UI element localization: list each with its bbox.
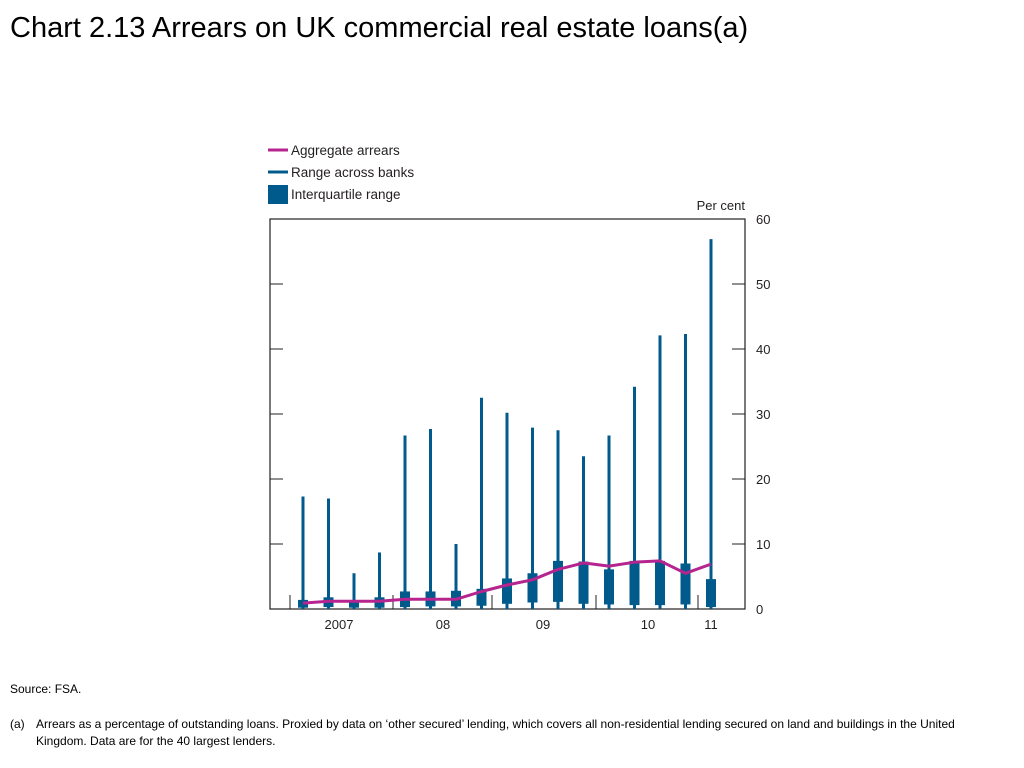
y-tick-label: 0 [756,602,763,617]
legend-range-label: Range across banks [291,165,414,180]
iqr-box [706,579,716,608]
unit-label: Per cent [697,198,746,213]
iqr-box [629,560,640,606]
x-tick-label: 09 [536,617,550,632]
footnote-marker: (a) [10,717,25,731]
iqr-box [553,560,563,602]
iqr-box [349,601,359,608]
y-tick-label: 10 [756,537,770,552]
iqr-box [502,578,512,604]
aggregate-arrears-line [302,559,712,605]
y-tick-label: 40 [756,342,770,357]
arrears-chart: Aggregate arrears Range across banks Int… [268,143,770,632]
y-tick-label: 30 [756,407,770,422]
iqr-box [578,561,589,604]
chart-legend: Aggregate arrears Range across banks Int… [268,143,414,204]
y-tick-label: 50 [756,277,770,292]
x-tick-label: 11 [704,617,718,632]
iqr-box [680,563,691,605]
iqr-box [476,588,487,606]
footnote-text: Arrears as a percentage of outstanding l… [36,717,955,748]
y-tick-label: 60 [756,212,770,227]
iqr-box [527,573,538,603]
slide-title: Chart 2.13 Arrears on UK commercial real… [10,12,749,44]
x-tick-label: 08 [436,617,450,632]
iqr-box [298,599,308,608]
iqr-box [655,560,665,606]
legend-iqr-swatch [268,185,288,204]
legend-aggregate-label: Aggregate arrears [291,143,400,158]
y-tick-label: 20 [756,472,770,487]
x-tick-label: 2007 [325,617,354,632]
iqr-box [604,569,614,605]
footnote: (a) Arrears as a percentage of outstandi… [10,716,1000,750]
legend-iqr-label: Interquartile range [291,187,401,202]
x-tick-label: 10 [641,617,655,632]
source-note: Source: FSA. [10,682,82,696]
plot-area: 0 10 20 30 40 50 60 2007 08 09 10 11 [269,212,770,632]
